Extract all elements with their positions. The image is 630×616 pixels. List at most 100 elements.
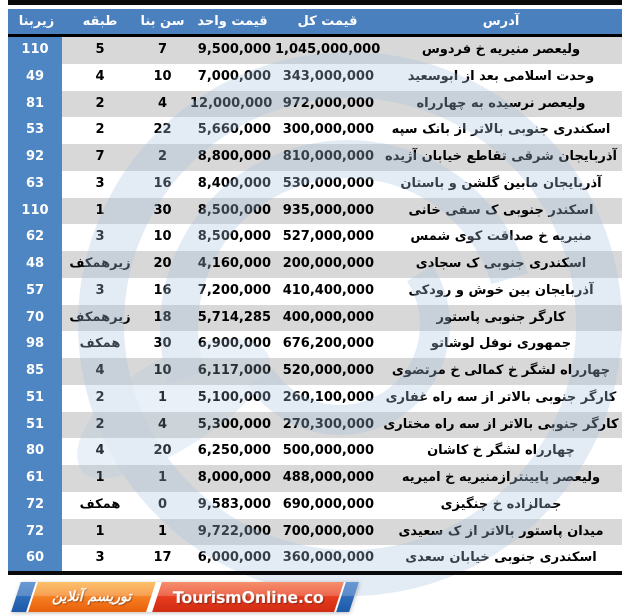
cell-total: 260,100,000 [282, 389, 374, 405]
column-header-building-age: سن بنا [140, 14, 185, 29]
cell-total: 700,000,000 [282, 523, 374, 539]
cell-address: آذربایجان مابین گلشن و باستان [400, 175, 602, 191]
cell-floor: 4 [95, 443, 105, 459]
cell-age: 4 [157, 416, 168, 432]
cell-address: جمالزاده خ چنگیزی [440, 496, 562, 512]
cell-address: ولیعصر پایینترازمنیریه خ امیریه [401, 470, 601, 485]
cell-area: 63 [8, 170, 62, 198]
logo-english-text: TourismOnline.co [172, 587, 324, 607]
table-row: اسکندری جنوبی ک سجادی 200,000,000 4,160,00… [8, 251, 622, 278]
table-row: اسکندری جنوبی بالاتر از بانک سپه 300,000,… [8, 117, 622, 144]
cell-address: میدان پاستور بالاتر از ک سعیدی [398, 523, 604, 539]
cell-address: آذربایجان شرقی تقاطع خیابان آژیده [385, 149, 617, 164]
cell-area: 49 [8, 63, 62, 91]
cell-age: 4 [157, 95, 168, 111]
table-row: جمالزاده خ چنگیزی 690,000,000 9,583,000 0 هم… [8, 491, 622, 519]
cell-address: کارگر جنوبی پاستور [436, 309, 566, 325]
cell-total: 972,000,000 [282, 95, 374, 111]
cell-unit: 6,900,000 [197, 336, 271, 352]
cell-unit: 6,117,000 [197, 363, 271, 378]
cell-unit: 9,722,000 [197, 523, 271, 539]
cell-age: 1 [157, 389, 168, 405]
cell-age: 1 [157, 470, 168, 485]
cell-floor: 5 [95, 42, 105, 57]
cell-area: 53 [8, 117, 62, 144]
cell-address: کارگر جنوبی بالاتر از سه راه مختاری [383, 416, 619, 432]
cell-age: 7 [157, 42, 168, 57]
table-row: ولیعصر منیریه خ فردوس 1,045,000,000 9,500,… [8, 37, 622, 64]
cell-floor: 3 [95, 175, 105, 191]
cell-address: منیریه خ صداقت کوی شمس [410, 229, 592, 245]
cell-unit: 5,714,285 [197, 309, 271, 325]
cell-address: وحدت اسلامی بعد از ابوسعید [407, 68, 595, 84]
cell-floor: همکف [79, 336, 121, 352]
cell-unit: 6,250,000 [197, 443, 271, 459]
table-row: کارگر جنوبی بالاتر از سه راه غفاری 260,10… [8, 384, 622, 412]
cell-age: 17 [153, 550, 172, 566]
table-body: ولیعصر منیریه خ فردوس 1,045,000,000 9,500,… [8, 37, 622, 572]
cell-unit: 8,500,000 [197, 229, 271, 245]
cell-unit: 8,000,000 [197, 470, 271, 485]
cell-age: 18 [153, 309, 172, 325]
cell-total: 200,000,000 [282, 256, 374, 271]
logo-english-panel: TourismOnline.co [149, 582, 344, 612]
cell-floor: 7 [95, 149, 105, 164]
cell-age: 30 [153, 336, 172, 352]
table-row: ولیعصر نرسیده به چهارراه 972,000,000 12,00… [8, 90, 622, 118]
cell-address: ولیعصر نرسیده به چهارراه [416, 95, 586, 111]
cell-floor: 2 [95, 122, 105, 138]
table-row: چهارراه لشگر خ کمالی خ مرتضوی 520,000,000… [8, 358, 622, 385]
cell-floor: 3 [95, 550, 105, 566]
cell-floor: 1 [95, 202, 105, 218]
table-row: منیریه خ صداقت کوی شمس 527,000,000 8,500,0… [8, 224, 622, 251]
cell-area: 51 [8, 384, 62, 412]
cell-total: 1,045,000,000 [275, 42, 380, 57]
cell-area: 57 [8, 277, 62, 305]
cell-address: کارگر جنوبی بالاتر از سه راه غفاری [385, 389, 617, 405]
cell-age: 10 [153, 363, 172, 378]
cell-age: 2 [157, 149, 168, 164]
table-row: میدان پاستور بالاتر از ک سعیدی 700,000,00… [8, 518, 622, 546]
cell-area: 110 [8, 37, 62, 64]
cell-unit: 9,583,000 [197, 496, 271, 512]
cell-area: 81 [8, 90, 62, 118]
cell-unit: 12,000,000 [190, 95, 273, 111]
table-row: جمهوری نوفل لوشاتو 676,200,000 6,900,000 30… [8, 331, 622, 358]
cell-total: 676,200,000 [282, 336, 374, 352]
cell-area: 61 [8, 465, 62, 492]
real-estate-table: آدرس قیمت کل قیمت واحد سن بنا طبقه زیربن… [8, 9, 622, 572]
cell-floor: 3 [95, 229, 105, 245]
cell-area: 62 [8, 224, 62, 251]
cell-unit: 7,200,000 [197, 282, 271, 298]
cell-unit: 4,160,000 [197, 256, 271, 271]
cell-unit: 8,500,000 [197, 202, 271, 218]
column-header-unit-price: قیمت واحد [197, 14, 268, 29]
cell-unit: 7,000,000 [197, 68, 271, 84]
cell-age: 1 [157, 523, 168, 539]
cell-total: 400,000,000 [282, 309, 374, 325]
cell-address: اسکندری جنوبی خیابان سعدی [405, 550, 597, 566]
cell-area: 60 [8, 545, 62, 572]
table-header-row: آدرس قیمت کل قیمت واحد سن بنا طبقه زیربن… [8, 9, 622, 37]
cell-address: چهارراه لشگر خ کاشان [427, 443, 575, 459]
bottom-black-bar [8, 571, 622, 575]
table-row: ولیعصر پایینترازمنیریه خ امیریه 488,000,0… [8, 465, 622, 492]
cell-area: 51 [8, 411, 62, 439]
column-header-floor: طبقه [82, 14, 118, 29]
table-row: آذربایجان شرقی تقاطع خیابان آژیده 810,000… [8, 144, 622, 171]
cell-age: 16 [153, 282, 172, 298]
cell-total: 935,000,000 [282, 202, 374, 218]
cell-floor: همکف [79, 496, 121, 512]
table-row: کارگر جنوبی پاستور 400,000,000 5,714,285 18… [8, 304, 622, 332]
table-row: کارگر جنوبی بالاتر از سه راه مختاری 270,3… [8, 411, 622, 439]
cell-address: اسکندری جنوبی ک سجادی [415, 256, 587, 271]
table-row: چهارراه لشگر خ کاشان 500,000,000 6,250,000… [8, 438, 622, 465]
cell-total: 360,000,000 [282, 550, 374, 566]
cell-age: 20 [153, 443, 172, 459]
cell-address: جمهوری نوفل لوشاتو [430, 336, 572, 352]
cell-address: آذربایجان بین خوش و رودکی [408, 282, 594, 298]
cell-age: 16 [153, 175, 172, 191]
cell-total: 488,000,000 [282, 470, 374, 485]
cell-floor: 2 [95, 95, 105, 111]
cell-area: 80 [8, 438, 62, 465]
